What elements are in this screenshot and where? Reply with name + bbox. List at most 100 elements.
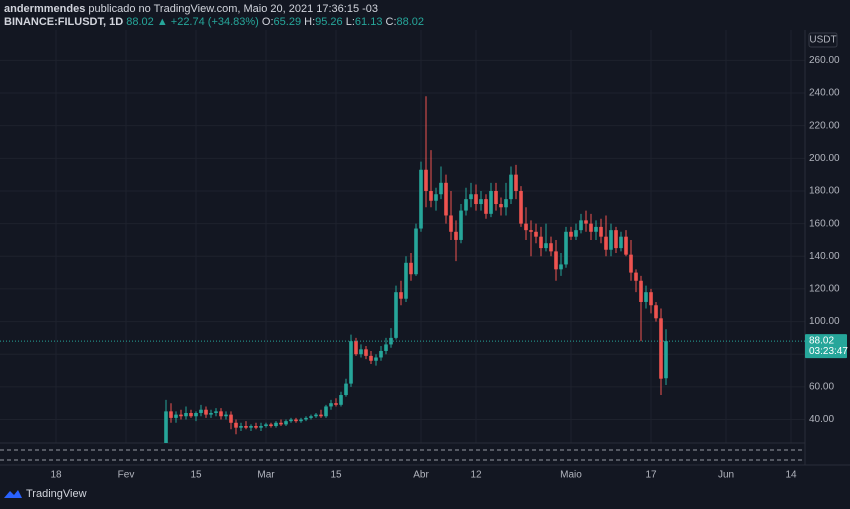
y-tick-label: 200.00 [809,153,840,164]
candle-body [249,426,253,428]
candle-body [229,414,233,423]
candle-body [219,411,223,417]
candle-body [504,199,508,208]
candle-body [584,220,588,224]
candle-body [419,169,423,229]
candle-body [414,228,418,275]
candle-body [609,230,613,250]
unit-label: USDT [809,35,836,46]
candle-body [429,190,433,201]
y-tick-label: 160.00 [809,218,840,229]
candle-body [264,424,268,427]
candle-body [594,226,598,232]
candle-body [224,414,228,417]
candle-body [164,411,168,443]
candle-body [464,199,468,211]
candle-body [369,355,373,361]
candle-body [409,262,413,275]
l-label: L: [345,16,355,28]
candle-body [344,383,348,396]
grid [0,30,805,443]
x-tick-label: 14 [785,470,797,481]
candle-body [254,426,258,428]
candle-body [654,305,658,319]
candle-body [459,210,463,240]
candle-body [199,409,203,413]
candle-body [629,254,633,273]
x-tick-label: 17 [645,470,657,481]
logo [4,490,22,498]
candle-body [489,190,493,214]
candle-body [364,349,368,356]
candle-body [564,231,568,265]
candle-body [319,414,323,417]
candle-body [449,215,453,232]
candle-body [479,199,483,205]
candle-body [554,251,558,270]
x-tick-label: Maio [560,470,582,481]
candle-body [214,411,218,413]
candle-body [469,194,473,200]
candle-body [509,174,513,200]
x-tick-label: Jun [718,470,734,481]
candle-body [589,223,593,232]
candle-body [274,422,278,427]
candle-body [439,182,443,195]
candle-body [434,194,438,201]
candles [164,96,668,443]
candle-body [534,231,538,237]
candle-body [209,412,213,415]
candle-body [289,419,293,422]
candle-body [394,292,398,338]
candle-body [299,419,303,422]
candle-body [619,236,623,249]
candle-body [599,226,603,237]
candle-body [379,350,383,358]
candle-body [374,357,378,361]
y-tick-label: 40.00 [809,414,834,425]
candle-body [184,412,188,417]
candle-body [454,231,458,240]
candle-body [304,417,308,420]
candle-body [279,422,283,425]
candle-body [544,243,548,249]
branding: TradingView [4,488,87,500]
x-tick-label: 15 [330,470,342,481]
x-tick-label: 12 [470,470,482,481]
h-label: H: [304,16,316,28]
x-tick-label: 15 [190,470,202,481]
y-tick-label: 60.00 [809,382,834,393]
unit-box [808,32,838,48]
candle-body [239,426,243,428]
candle-body [324,406,328,417]
candle-body [474,194,478,205]
candle-body [354,341,358,355]
candle-body [634,272,638,281]
candle-body [549,243,553,252]
y-tick-label: 220.00 [809,120,840,131]
candle-body [294,419,298,422]
candle-body [334,403,338,405]
candle-body [539,236,543,249]
x-tick-label: Abr [413,470,429,481]
o-value: 65.29 [273,16,302,28]
candle-body [404,262,408,299]
y-tick-label: 240.00 [809,88,840,99]
last-price: 88.02 [126,16,154,28]
candle-body [514,174,518,191]
candle-body [614,230,618,249]
candle-body [519,190,523,224]
candle-body [329,403,333,407]
candle-body [604,236,608,250]
candle-body [169,411,173,418]
candle-body [399,292,403,299]
h-value: 95.26 [315,16,343,28]
x-tick-label: 18 [50,470,62,481]
candle-body [644,292,648,302]
candle-body [624,236,628,255]
candle-body [424,169,428,191]
countdown: 03:23:47 [809,346,848,357]
candle-body [359,349,363,355]
